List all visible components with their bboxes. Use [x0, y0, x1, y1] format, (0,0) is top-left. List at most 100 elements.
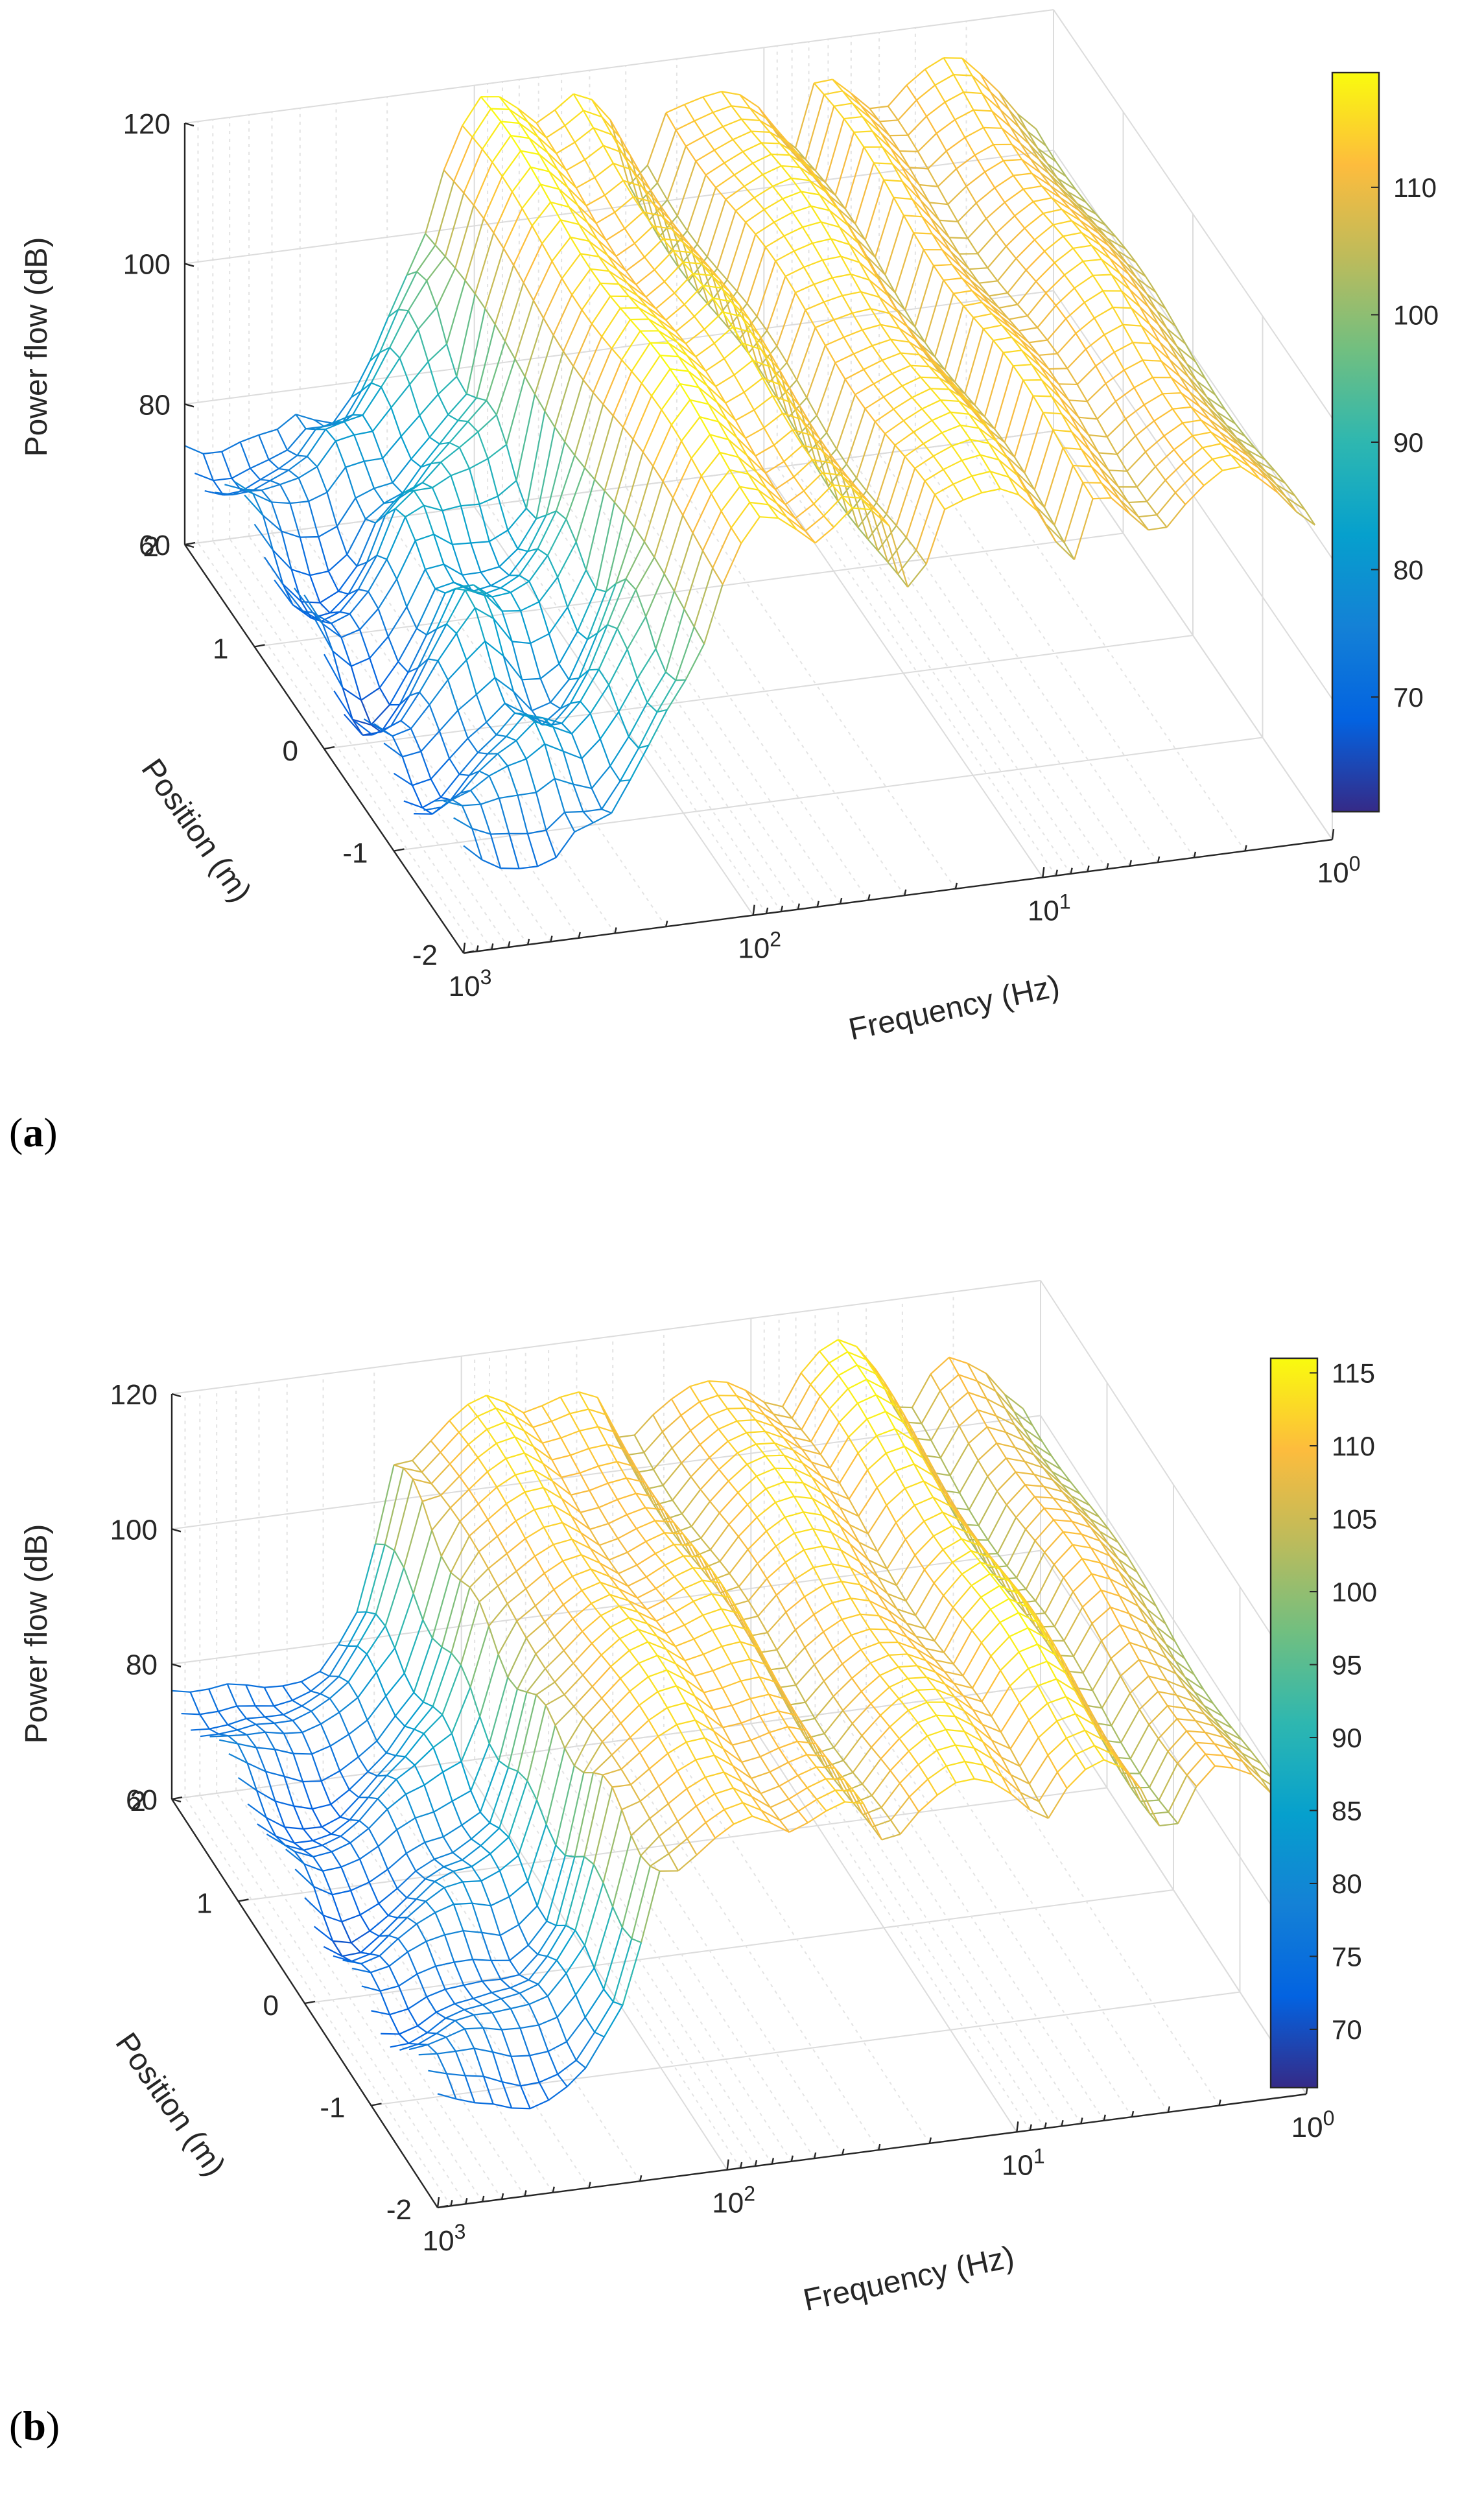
mesh-segment [397, 661, 409, 673]
mesh-segment [520, 601, 540, 612]
mesh-segment [1239, 454, 1259, 468]
mesh-segment [703, 91, 722, 98]
mesh-segment [582, 1674, 593, 1688]
mesh-segment [676, 161, 697, 217]
mesh-segment [438, 731, 451, 759]
mesh-segment [283, 1680, 302, 1687]
mesh-segment [847, 514, 859, 528]
mesh-segment [591, 1666, 611, 1688]
mesh-segment [685, 1679, 705, 1693]
mesh-segment [350, 1881, 370, 1892]
mesh-segment [731, 301, 742, 317]
mesh-segment [956, 154, 976, 170]
mesh-segment [695, 356, 707, 371]
mesh-segment [1156, 1640, 1168, 1658]
mesh-segment [699, 416, 711, 435]
mesh-segment [524, 714, 536, 722]
mesh-segment [800, 1350, 821, 1374]
mesh-segment [981, 301, 993, 314]
mesh-segment [618, 678, 638, 713]
mesh-segment [416, 1974, 428, 1998]
mesh-segment [1018, 126, 1039, 149]
mesh-segment [217, 1710, 229, 1725]
mesh-segment [987, 1539, 998, 1554]
mesh-segment [972, 316, 984, 329]
mesh-segment [741, 1715, 760, 1724]
mesh-segment [947, 377, 958, 390]
mesh-segment [635, 557, 655, 591]
mesh-segment [473, 204, 484, 219]
mesh-segment [765, 235, 784, 248]
mesh-segment [652, 1414, 663, 1433]
mesh-segment [672, 1476, 692, 1501]
mesh-segment [782, 412, 801, 420]
mesh-segment [830, 238, 842, 257]
mesh-segment [920, 377, 932, 390]
floor-gridline-frequency [524, 1752, 792, 2162]
mesh-segment [513, 690, 533, 711]
mesh-segment [500, 587, 512, 593]
mesh-segment [449, 1404, 469, 1422]
mesh-segment [501, 611, 513, 642]
mesh-segment [453, 181, 465, 194]
mesh-segment [902, 215, 915, 233]
x-tick-exponent: 1 [1059, 890, 1071, 913]
mesh-segment [608, 1551, 628, 1561]
mesh-segment [902, 420, 914, 433]
mesh-segment [657, 709, 668, 713]
mesh-segment [890, 338, 902, 354]
mesh-segment [281, 530, 301, 538]
mesh-segment [823, 90, 843, 95]
mesh-segment [781, 165, 792, 179]
mesh-segment [729, 291, 749, 354]
mesh-segment [563, 1674, 583, 1695]
mesh-segment [711, 1569, 722, 1584]
mesh-segment [1000, 109, 1020, 128]
mesh-segment [1033, 429, 1054, 490]
mesh-segment [702, 96, 714, 113]
mesh-segment [793, 476, 805, 491]
mesh-segment [517, 792, 537, 796]
mesh-segment [1055, 287, 1076, 306]
mesh-segment [1166, 327, 1186, 345]
mesh-segment [635, 1528, 647, 1542]
mesh-segment [540, 663, 559, 679]
mesh-segment [491, 108, 510, 110]
mesh-segment [505, 1421, 524, 1432]
mesh-segment [558, 189, 578, 206]
mesh-segment [293, 1806, 304, 1830]
mesh-segment [838, 1364, 858, 1376]
mesh-segment [218, 1705, 237, 1712]
mesh-segment [456, 633, 467, 661]
mesh-segment [458, 1415, 478, 1433]
mesh-segment [866, 255, 886, 276]
mesh-segment [821, 259, 833, 278]
mesh-segment [454, 1998, 474, 2005]
mesh-segment [783, 1454, 803, 1464]
mesh-segment [350, 666, 362, 701]
mesh-segment [860, 1613, 879, 1617]
x-tick [462, 942, 466, 954]
mesh-segment [969, 267, 988, 270]
mesh-segment [1109, 1578, 1120, 1597]
mesh-segment [469, 1568, 489, 1588]
mesh-segment [626, 1514, 637, 1529]
mesh-segment [1019, 327, 1038, 332]
mesh-segment [642, 211, 662, 217]
mesh-segment [749, 1698, 760, 1717]
mesh-segment [510, 592, 521, 611]
mesh-segment [1172, 408, 1183, 423]
mesh-segment [652, 225, 664, 240]
mesh-segment [985, 218, 997, 234]
mesh-segment [423, 1784, 435, 1813]
mesh-segment [863, 369, 875, 384]
mesh-segment [1090, 244, 1102, 260]
mesh-segment [345, 467, 357, 499]
mesh-segment [924, 1595, 945, 1629]
mesh-segment [739, 486, 751, 503]
mesh-segment [792, 205, 812, 213]
mesh-segment [703, 1687, 723, 1693]
colorbar-tick-label: 110 [1393, 172, 1437, 203]
mesh-segment [1090, 1573, 1102, 1591]
mesh-segment [607, 255, 627, 272]
